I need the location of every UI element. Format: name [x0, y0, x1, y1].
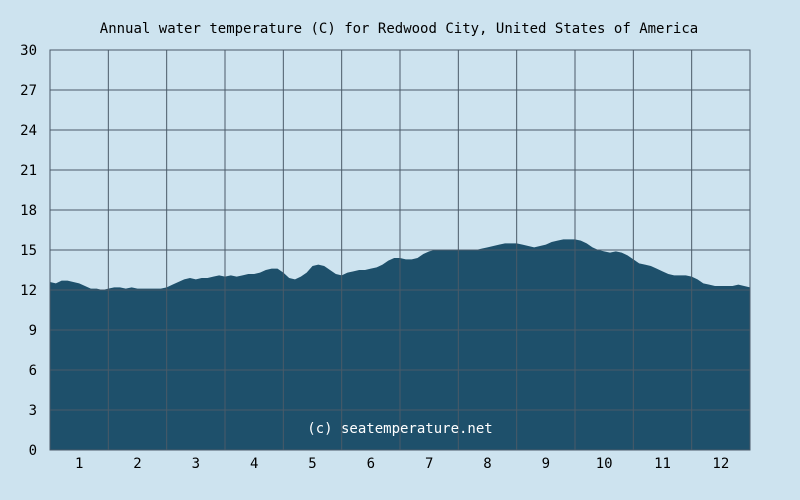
watermark-text: (c) seatemperature.net — [307, 421, 492, 437]
x-tick-label: 8 — [483, 456, 491, 472]
y-tick-label: 0 — [29, 443, 37, 459]
x-tick-label: 7 — [425, 456, 433, 472]
y-tick-label: 18 — [20, 203, 37, 219]
y-tick-label: 12 — [20, 283, 37, 299]
y-tick-label: 24 — [20, 123, 37, 139]
x-tick-label: 6 — [367, 456, 375, 472]
plot-border — [49, 49, 751, 451]
y-tick-label: 30 — [20, 43, 37, 59]
y-tick-label: 27 — [20, 83, 37, 99]
y-tick-label: 6 — [29, 363, 37, 379]
y-tick-label: 9 — [29, 323, 37, 339]
y-tick-label: 21 — [20, 163, 37, 179]
x-tick-label: 10 — [596, 456, 613, 472]
x-axis-ticks: 1 2 3 4 5 6 7 8 9 10 11 12 — [75, 456, 729, 472]
x-tick-label: 5 — [308, 456, 316, 472]
x-tick-label: 4 — [250, 456, 258, 472]
x-tick-label: 12 — [712, 456, 729, 472]
y-axis-ticks: 0 3 6 9 12 15 18 21 24 27 30 — [20, 43, 37, 459]
chart-title: Annual water temperature (C) for Redwood… — [100, 21, 698, 37]
x-tick-label: 1 — [75, 456, 83, 472]
y-tick-label: 3 — [29, 403, 37, 419]
x-tick-label: 9 — [542, 456, 550, 472]
x-tick-label: 11 — [654, 456, 671, 472]
x-tick-label: 3 — [192, 456, 200, 472]
x-tick-label: 2 — [133, 456, 141, 472]
y-tick-label: 15 — [20, 243, 37, 259]
